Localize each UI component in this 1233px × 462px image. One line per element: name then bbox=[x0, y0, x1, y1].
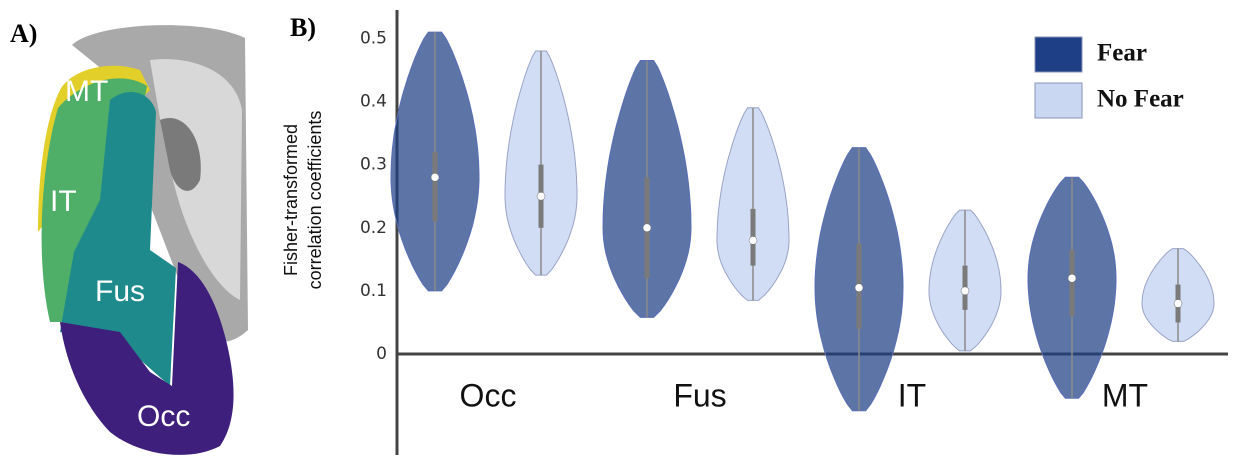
y-tick-label: 0.4 bbox=[360, 92, 387, 112]
y-axis-label: Fisher-transformed bbox=[281, 124, 301, 276]
y-tick-label: 0.5 bbox=[360, 28, 387, 48]
legend-swatch bbox=[1035, 37, 1082, 72]
median bbox=[855, 284, 863, 292]
x-tick-label: MT bbox=[1102, 377, 1148, 413]
y-tick-label: 0 bbox=[376, 344, 387, 364]
median bbox=[1174, 300, 1182, 308]
median bbox=[431, 173, 439, 181]
y-tick-label: 0.1 bbox=[360, 281, 387, 301]
x-tick-label: IT bbox=[898, 377, 926, 413]
region-label: Occ bbox=[137, 400, 190, 433]
panel-label: A) bbox=[10, 19, 37, 48]
median bbox=[643, 224, 651, 232]
region-label: IT bbox=[50, 185, 77, 218]
region-label: Fus bbox=[95, 275, 145, 308]
y-tick-label: 0.3 bbox=[360, 155, 387, 175]
region-label: MT bbox=[65, 75, 108, 108]
legend-swatch bbox=[1035, 83, 1082, 118]
x-tick-label: Occ bbox=[460, 377, 517, 413]
median bbox=[749, 236, 757, 244]
x-tick-label: Fus bbox=[673, 377, 726, 413]
median bbox=[1068, 274, 1076, 282]
legend-label: No Fear bbox=[1097, 86, 1184, 113]
y-axis-label: correlation coefficients bbox=[305, 111, 325, 290]
median bbox=[961, 287, 969, 295]
brain-illustration: A) MT IT Fus Occ bbox=[10, 19, 248, 455]
figure: A) MT IT Fus Occ B) Fisher-transformed c… bbox=[0, 0, 1233, 462]
panel-label: B) bbox=[290, 13, 316, 42]
median bbox=[537, 192, 545, 200]
y-tick-label: 0.2 bbox=[360, 218, 387, 238]
legend-label: Fear bbox=[1097, 40, 1147, 67]
